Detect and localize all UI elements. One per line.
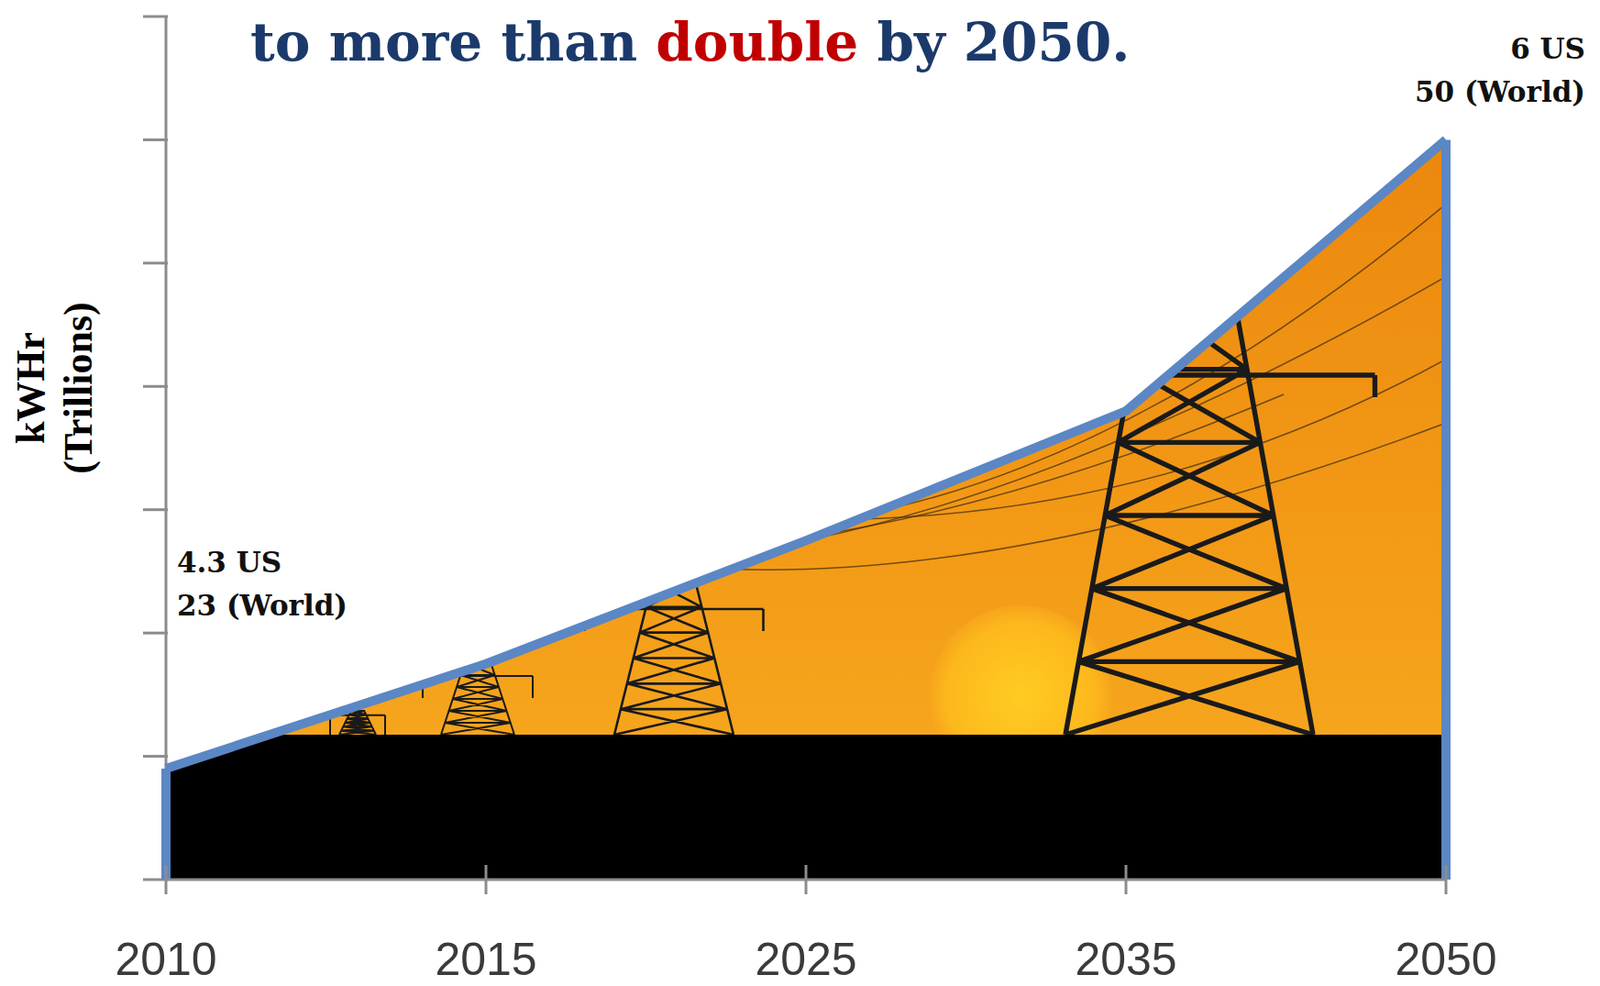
area-edge (161, 768, 171, 880)
title-part: to more than (250, 11, 656, 74)
power-line (513, 275, 1449, 562)
y-axis-label: kWHr (8, 331, 54, 444)
y-tick (143, 754, 168, 758)
ground (165, 734, 1446, 880)
x-tick-label: 2015 (434, 933, 537, 985)
data-line (165, 139, 1446, 769)
x-tick (1125, 864, 1128, 894)
sky (165, 16, 1446, 880)
annotation: 6 US 50 (World) (1414, 32, 1586, 109)
y-axis (165, 16, 168, 880)
annotation: 4.3 US 23 (World) (176, 545, 348, 622)
y-tick (143, 385, 168, 388)
annotation-text: 4.3 US (176, 545, 282, 579)
y-tick (143, 15, 168, 19)
power-line (568, 421, 1449, 570)
pylon (584, 581, 764, 735)
x-tick (485, 864, 488, 894)
x-tick-label: 2035 (1074, 933, 1177, 985)
power-line (641, 201, 1449, 529)
title: to more than double by 2050. (250, 11, 1130, 74)
plot-area (165, 16, 1449, 880)
y-tick (143, 138, 168, 142)
y-axis-label: (Trillions) (55, 301, 101, 474)
power-line (513, 394, 1284, 551)
area-fill (165, 16, 1449, 880)
title-part: double (655, 11, 859, 74)
power-line (696, 357, 1449, 519)
y-tick (143, 507, 168, 511)
pylon (422, 662, 533, 735)
area-edge (1441, 139, 1451, 880)
title-part: by 2050. (858, 11, 1130, 74)
x-tick (1445, 864, 1448, 894)
annotation-text: 50 (World) (1414, 75, 1586, 109)
annotation-text: 23 (World) (176, 588, 348, 622)
x-tick-label: 2050 (1394, 933, 1497, 985)
y-tick (143, 631, 168, 635)
x-tick-label: 2025 (754, 933, 857, 985)
annotation-text: 6 US (1510, 32, 1586, 66)
x-tick-label: 2010 (114, 933, 217, 985)
y-tick (143, 261, 168, 265)
x-tick (165, 864, 168, 894)
chart: to more than double by 2050. kWHr(Trillio… (0, 0, 1600, 986)
x-tick (805, 864, 808, 894)
